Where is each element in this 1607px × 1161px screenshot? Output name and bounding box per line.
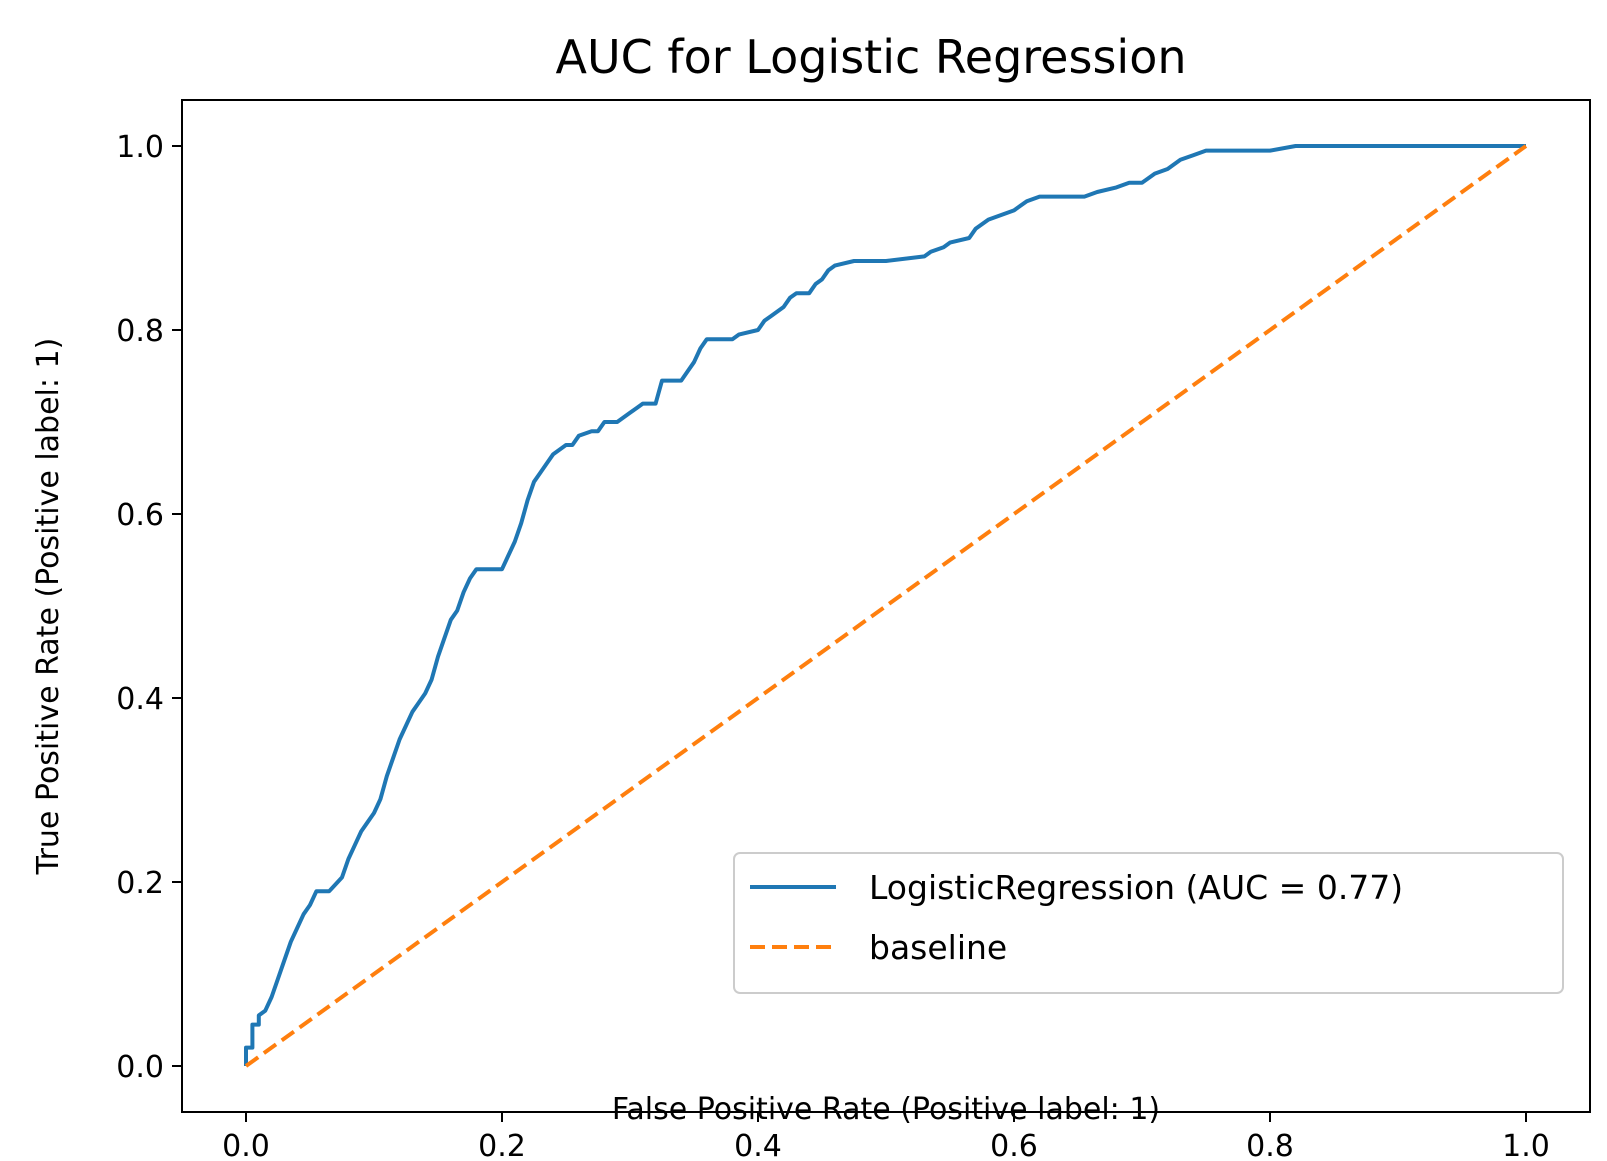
y-tick-label: 0.0 bbox=[116, 1050, 164, 1085]
legend-label-baseline: baseline bbox=[869, 928, 1007, 967]
ticks-layer: 0.0 0.2 0.4 0.6 0.8 1.0 0.0 0.2 0.4 0.6 0.8 1.0 bbox=[116, 130, 1550, 1161]
x-tick-label: 0.8 bbox=[1246, 1129, 1294, 1161]
y-axis-label: True Positive Rate (Positive label: 1) bbox=[31, 338, 66, 876]
x-tick-label: 0.0 bbox=[222, 1129, 270, 1161]
y-tick-label: 0.2 bbox=[116, 866, 164, 901]
legend: LogisticRegression (AUC = 0.77) baseline bbox=[733, 852, 1564, 994]
series-line-0 bbox=[244, 144, 1526, 1066]
y-tick-label: 0.4 bbox=[116, 682, 164, 717]
plot-area bbox=[244, 144, 1528, 1068]
chart-title: AUC for Logistic Regression bbox=[556, 30, 1187, 84]
y-tick-label: 1.0 bbox=[116, 130, 164, 165]
axes-frame bbox=[181, 99, 1591, 1113]
x-tick-label: 1.0 bbox=[1502, 1129, 1550, 1161]
series-layer bbox=[244, 144, 1528, 1068]
x-tick-label: 0.2 bbox=[478, 1129, 526, 1161]
y-tick-label: 0.6 bbox=[116, 498, 164, 533]
y-tick-label: 0.8 bbox=[116, 314, 164, 349]
x-tick-label: 0.4 bbox=[734, 1129, 782, 1161]
x-axis-label: False Positive Rate (Positive label: 1) bbox=[612, 1092, 1160, 1127]
legend-label-logistic-regression: LogisticRegression (AUC = 0.77) bbox=[869, 868, 1403, 907]
legend-box bbox=[733, 852, 1564, 994]
x-tick-label: 0.6 bbox=[990, 1129, 1038, 1161]
